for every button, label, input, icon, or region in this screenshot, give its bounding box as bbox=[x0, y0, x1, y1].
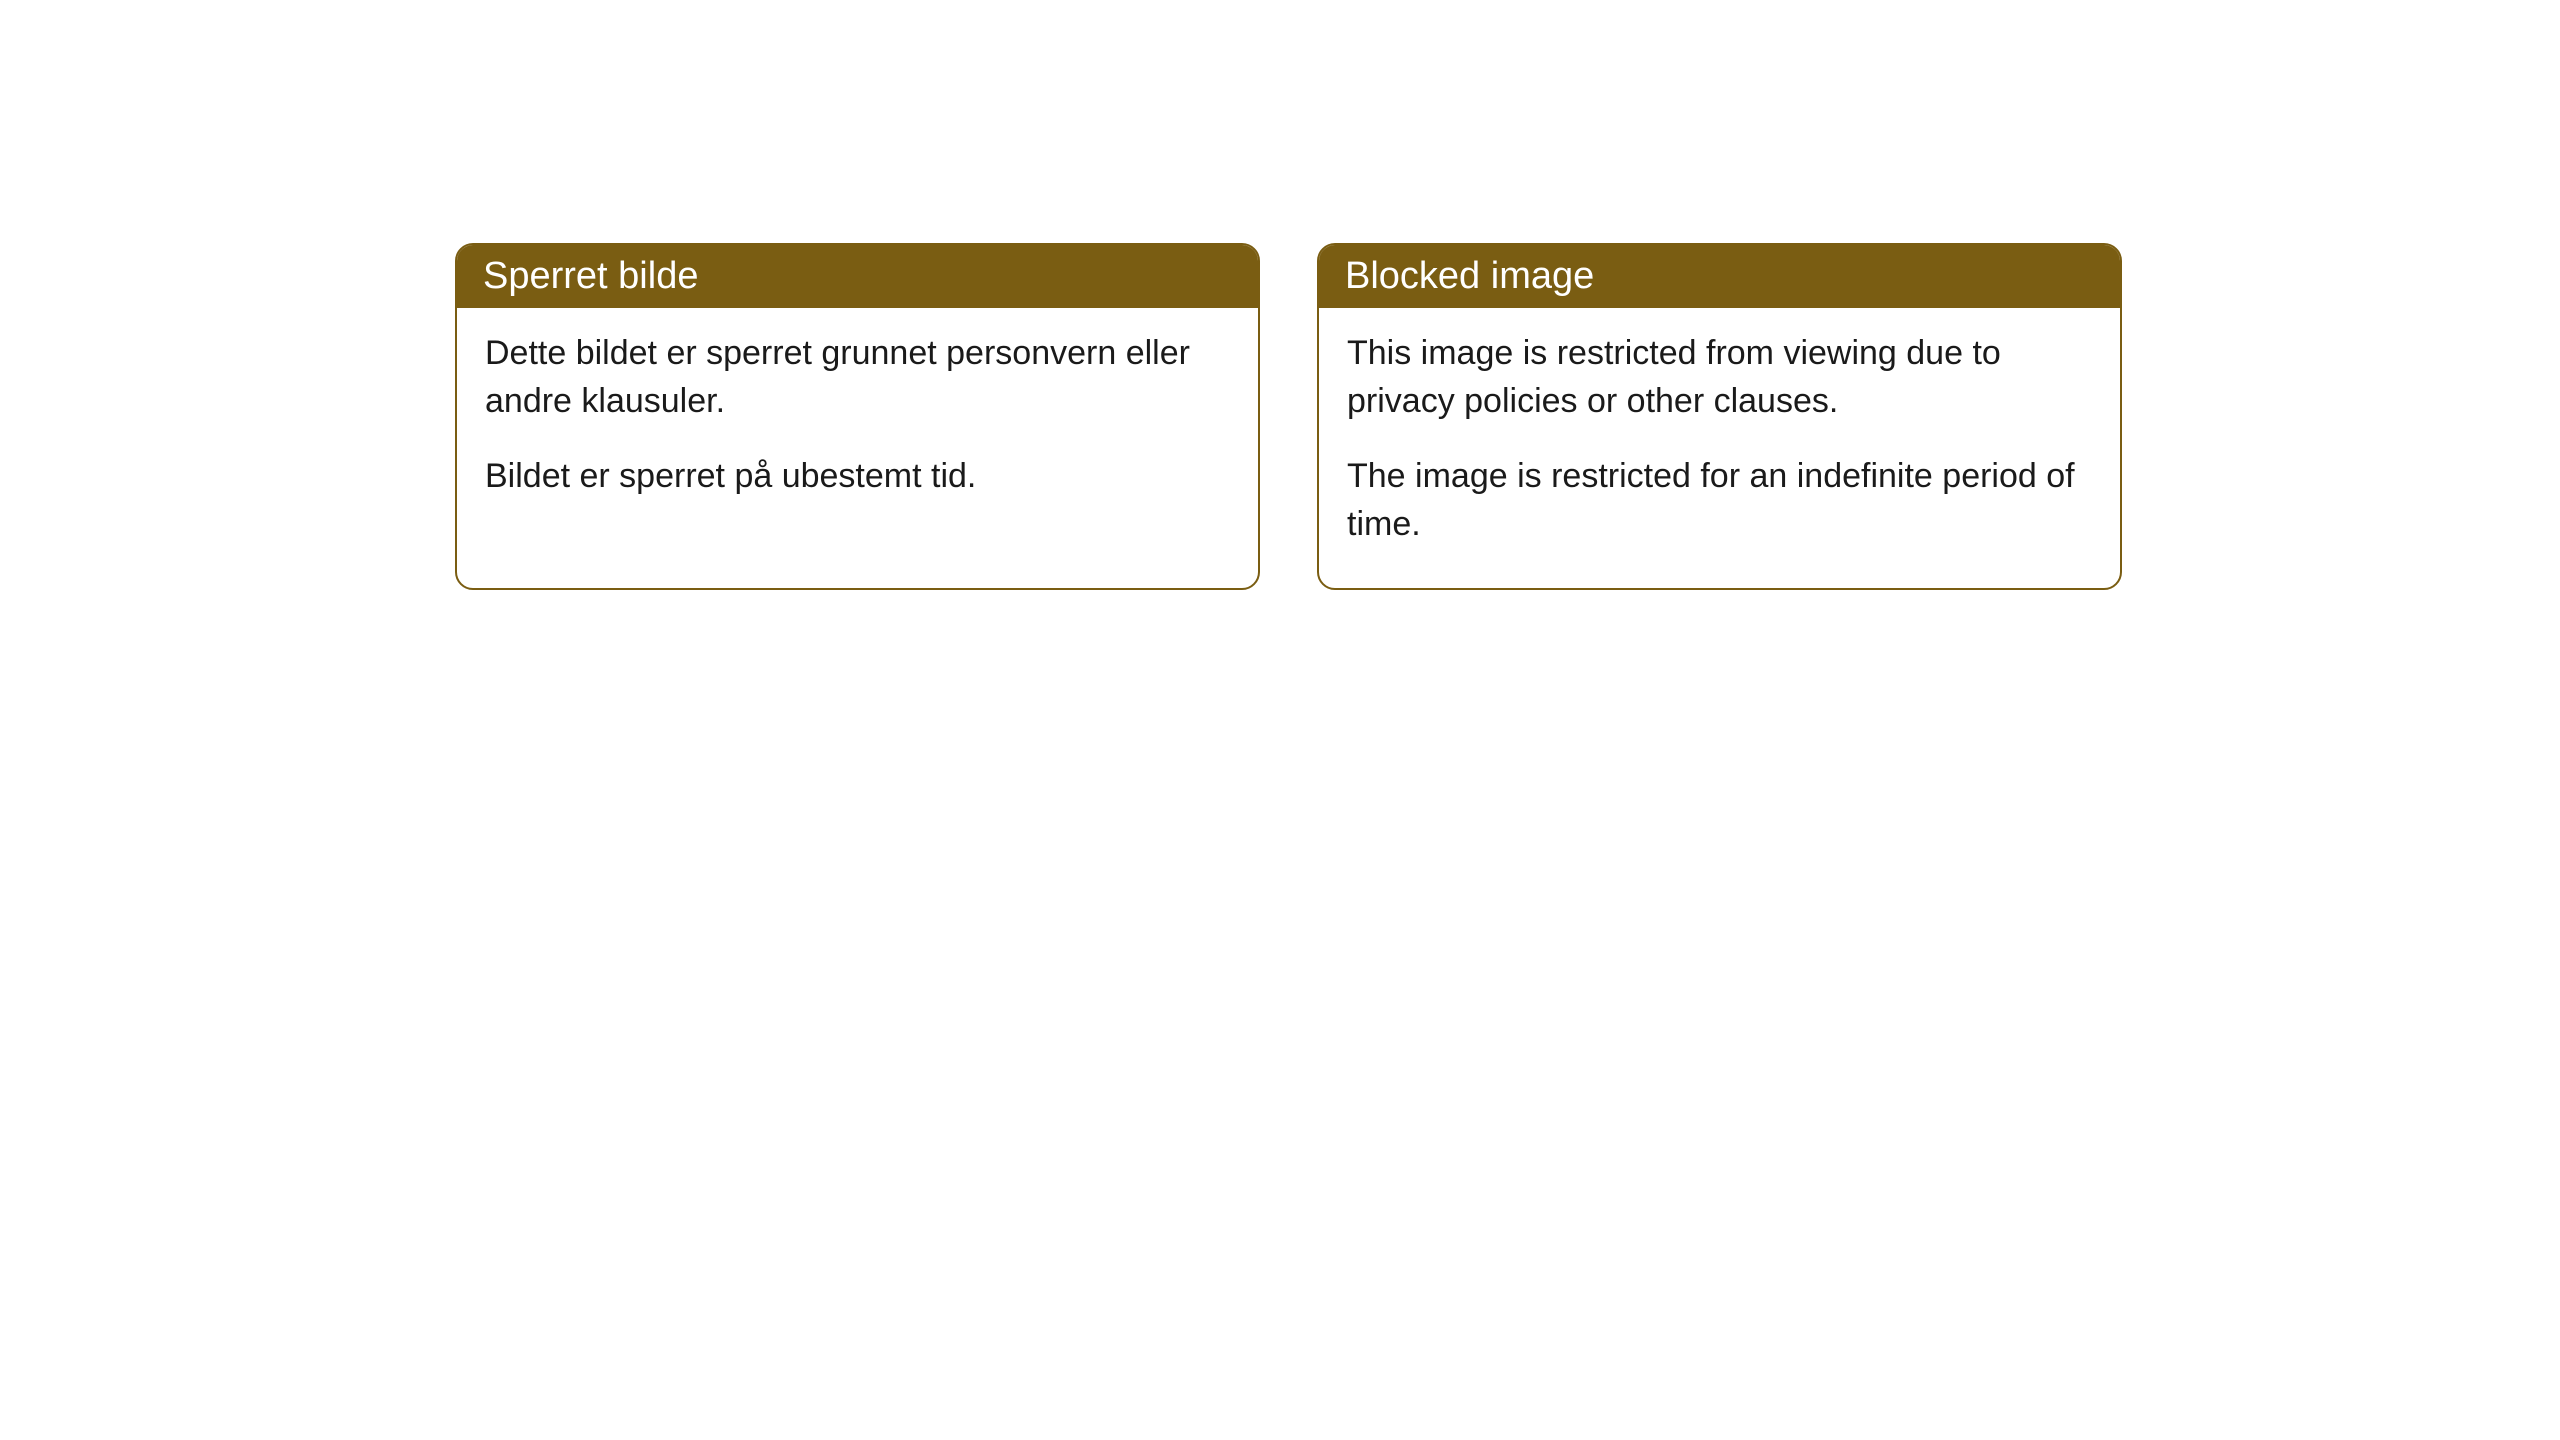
card-body: This image is restricted from viewing du… bbox=[1319, 308, 2120, 588]
card-paragraph: Dette bildet er sperret grunnet personve… bbox=[485, 330, 1230, 425]
card-paragraph: The image is restricted for an indefinit… bbox=[1347, 453, 2092, 548]
card-english: Blocked image This image is restricted f… bbox=[1317, 243, 2122, 590]
card-title: Sperret bilde bbox=[483, 255, 698, 297]
card-norwegian: Sperret bilde Dette bildet er sperret gr… bbox=[455, 243, 1260, 590]
cards-container: Sperret bilde Dette bildet er sperret gr… bbox=[455, 243, 2122, 590]
card-paragraph: Bildet er sperret på ubestemt tid. bbox=[485, 453, 1230, 501]
card-header: Sperret bilde bbox=[457, 245, 1258, 308]
card-body: Dette bildet er sperret grunnet personve… bbox=[457, 308, 1258, 541]
card-header: Blocked image bbox=[1319, 245, 2120, 308]
card-title: Blocked image bbox=[1345, 255, 1594, 297]
card-paragraph: This image is restricted from viewing du… bbox=[1347, 330, 2092, 425]
